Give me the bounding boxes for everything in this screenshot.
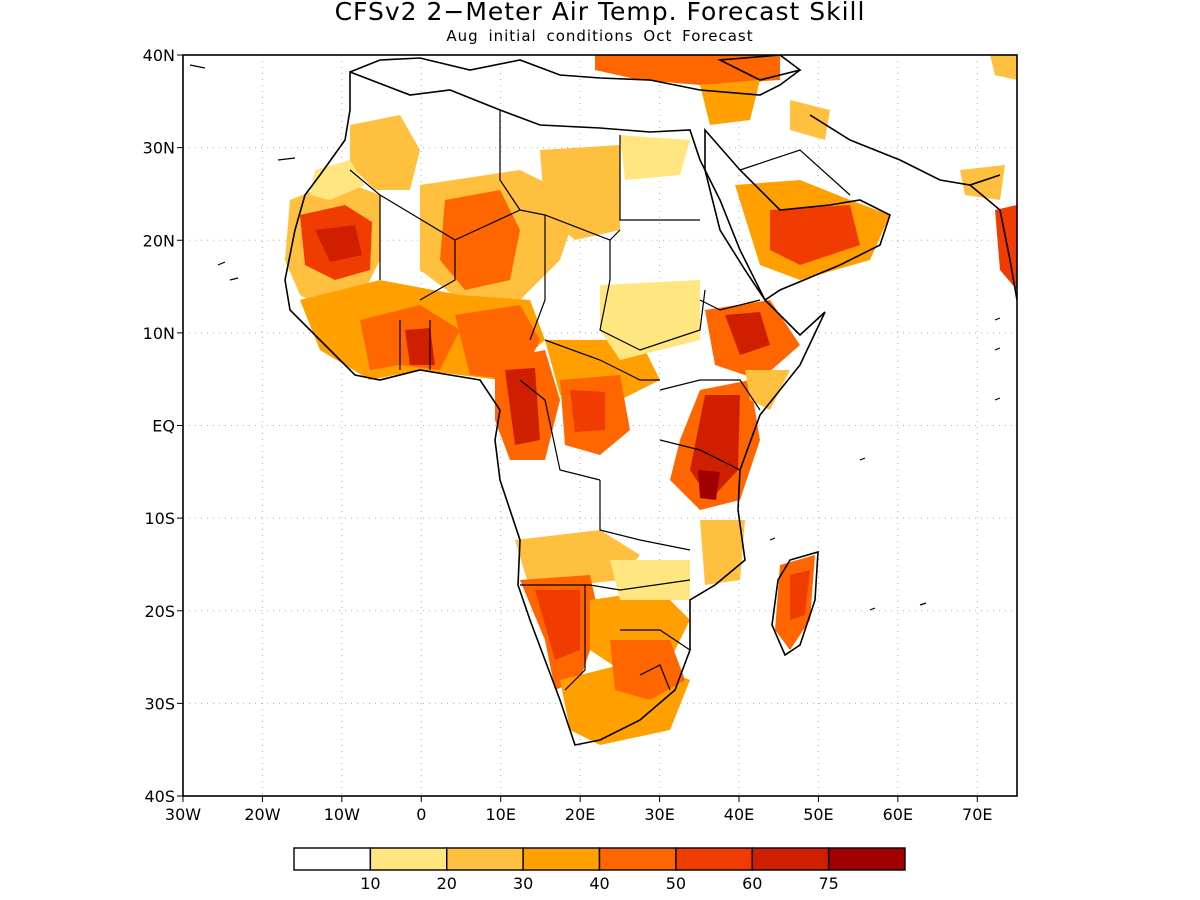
colorbar-label: 50 (666, 874, 686, 893)
shade-iraq (790, 100, 830, 140)
x-tick-label: 30E (644, 805, 674, 824)
latitude-tick-labels: 40N 30N 20N 10N EQ 10S 20S 30S 40S (143, 46, 183, 806)
india-coast (969, 184, 1017, 301)
colorbar-label: 75 (818, 874, 838, 893)
iran-coast (809, 114, 1001, 186)
shade-drc-core (570, 390, 605, 432)
shade-tanzania-center (698, 470, 720, 500)
colorbar-swatch (675, 847, 753, 871)
y-tick-label: 40S (144, 787, 175, 806)
shade-madagascar-core (790, 570, 810, 620)
colorbar-label: 40 (589, 874, 609, 893)
shade-ghana (405, 328, 435, 365)
shade-ethiopia-core (725, 312, 770, 355)
shade-namibia-core (535, 590, 580, 660)
islands (189, 64, 1001, 611)
y-tick-label: 10N (143, 324, 175, 343)
country-borders (349, 110, 851, 691)
shade-caucasus (990, 55, 1017, 80)
mediterranean-coast (349, 57, 801, 96)
map-subtitle: Aug initial conditions Oct Forecast (446, 27, 754, 45)
shade-europe (595, 55, 780, 85)
shade-angola (515, 530, 640, 590)
y-tick-label: 20S (144, 602, 175, 621)
x-tick-label: 50E (803, 805, 833, 824)
x-tick-label: 10E (485, 805, 515, 824)
shade-niger-core (440, 190, 520, 290)
x-tick-label: 20W (244, 805, 280, 824)
colorbar-swatch (751, 847, 830, 871)
colorbar-label: 30 (513, 874, 533, 893)
colorbar-label: 10 (360, 874, 380, 893)
africa-coastline (284, 70, 826, 746)
arabia-coastline (704, 127, 891, 302)
longitude-tick-labels: 30W 20W 10W 0 10E 20E 30E 40E 50E 60E 70E (165, 796, 993, 824)
shade-pakistan (960, 165, 1005, 200)
black-sea (717, 55, 802, 81)
shade-gabon-core (505, 368, 540, 445)
x-tick-label: 70E (962, 805, 992, 824)
x-tick-label: 30W (165, 805, 201, 824)
y-tick-label: 40N (143, 46, 175, 65)
skill-shading (285, 55, 1017, 745)
shade-mauritania-center (315, 225, 362, 262)
shade-libya (540, 145, 620, 240)
y-tick-label: 10S (144, 509, 175, 528)
colorbar-swatch (827, 847, 906, 871)
colorbar-swatch (293, 847, 372, 871)
colorbar: 10 20 30 40 50 60 75 (293, 847, 906, 893)
x-tick-label: 20E (565, 805, 595, 824)
colorbar-swatch (598, 847, 677, 871)
x-tick-label: 0 (416, 805, 426, 824)
colorbar-label: 20 (437, 874, 457, 893)
map-title: CFSv2 2−Meter Air Temp. Forecast Skill (334, 0, 866, 26)
coastlines (284, 55, 1017, 746)
colorbar-label: 60 (742, 874, 762, 893)
shade-zambia (610, 560, 690, 600)
shade-egypt (620, 135, 690, 180)
shade-sudan (600, 280, 700, 360)
shade-south-africa-core (610, 640, 685, 700)
x-tick-label: 10W (324, 805, 360, 824)
x-tick-label: 40E (724, 805, 754, 824)
y-tick-label: EQ (152, 417, 175, 436)
y-tick-label: 20N (143, 231, 175, 250)
shade-somalia (745, 370, 790, 410)
shade-arabia-core (770, 205, 860, 265)
madagascar-coastline (771, 550, 819, 657)
colorbar-swatch (369, 847, 448, 871)
colorbar-swatch (446, 847, 524, 871)
shade-mozambique (700, 520, 745, 585)
y-tick-label: 30S (144, 694, 175, 713)
y-tick-label: 30N (143, 139, 175, 158)
x-tick-label: 60E (883, 805, 913, 824)
shade-algeria-north (350, 115, 420, 190)
colorbar-swatch (522, 847, 601, 871)
